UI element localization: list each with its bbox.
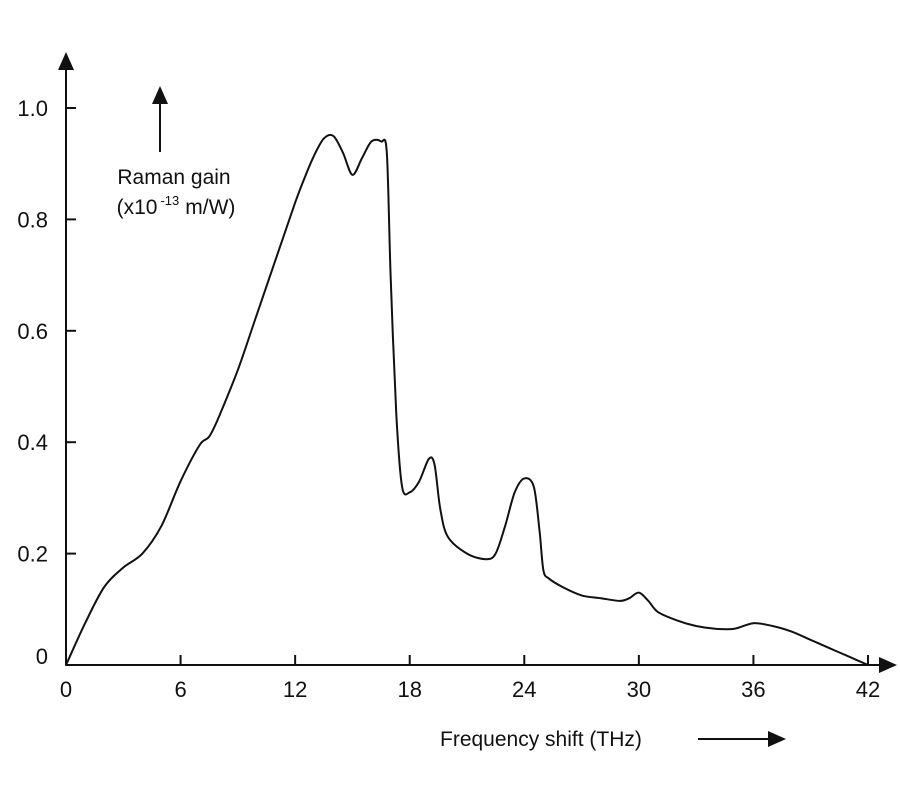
y-tick-label: 0 (36, 644, 48, 669)
x-tick-label: 30 (627, 677, 651, 702)
x-label-arrowhead (768, 731, 786, 747)
x-axis (66, 657, 897, 673)
x-tick-label: 0 (60, 677, 72, 702)
y-axis (58, 52, 74, 665)
y-label-exponent: -13 (160, 193, 179, 208)
raman-gain-curve (65, 133, 869, 666)
x-tick-label: 42 (856, 677, 880, 702)
x-axis-arrowhead (879, 657, 897, 673)
y-tick-label: 0.8 (17, 207, 48, 232)
y-label-line2: (x10 -13 m/W) (117, 193, 236, 219)
y-ticks: 0 0.2 0.4 0.6 0.8 1.0 (17, 96, 76, 669)
x-tick-label: 6 (174, 677, 186, 702)
x-tick-label: 36 (741, 677, 765, 702)
x-tick-label: 24 (512, 677, 536, 702)
y-tick-label: 1.0 (17, 96, 48, 121)
x-tick-label: 12 (283, 677, 307, 702)
y-label-suffix: m/W) (185, 196, 235, 219)
y-tick-label: 0.4 (17, 430, 48, 455)
y-tick-label: 0.6 (17, 319, 48, 344)
x-label-text: Frequency shift (THz) (440, 728, 642, 751)
x-axis-label: Frequency shift (THz) (440, 728, 786, 751)
y-label-prefix: (x10 (117, 196, 158, 219)
y-axis-label: Raman gain (x10 -13 m/W) (117, 86, 236, 219)
x-ticks: 0 6 12 18 24 30 36 42 (60, 655, 880, 702)
y-label-line1: Raman gain (117, 166, 230, 189)
y-axis-arrowhead (58, 52, 74, 70)
y-label-arrowhead (152, 86, 168, 104)
x-tick-label: 18 (397, 677, 421, 702)
y-tick-label: 0.2 (17, 542, 48, 567)
